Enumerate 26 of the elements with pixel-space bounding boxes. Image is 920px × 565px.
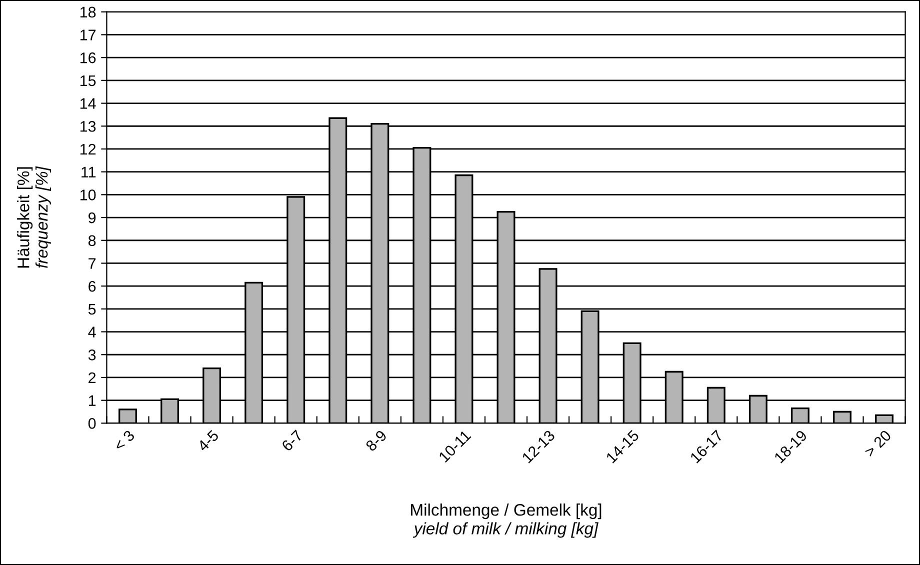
y-tick-label: 13 bbox=[80, 120, 96, 132]
y-tick-label: 11 bbox=[82, 166, 96, 178]
x-tick-label: < 3 bbox=[113, 430, 136, 452]
x-axis-title: Milchmenge / Gemelk [kg] yield of milk / milking [kg] bbox=[411, 504, 602, 538]
x-tick-label: 4-5 bbox=[196, 430, 220, 452]
y-tick-label: 10 bbox=[80, 190, 96, 200]
y-tick-label: 6 bbox=[88, 280, 96, 292]
y-tick-label: 0 bbox=[88, 418, 96, 429]
y-tick-label: 5 bbox=[88, 304, 96, 315]
y-tick-label: 8 bbox=[88, 235, 96, 246]
y-tick-label: 7 bbox=[88, 258, 96, 269]
y-tick-label: 18 bbox=[80, 6, 96, 18]
y-tick-label: 16 bbox=[80, 52, 96, 64]
x-tick-label: > 20 bbox=[864, 429, 892, 458]
y-tick-label: 9 bbox=[88, 212, 96, 224]
y-tick-label: 4 bbox=[88, 326, 96, 338]
y-axis-title: Häufigkeit [%] frequenzy [%] bbox=[17, 166, 52, 268]
x-tick-label: 6-7 bbox=[281, 430, 304, 452]
y-tick-label: 14 bbox=[80, 98, 96, 109]
y-tick-label: 17 bbox=[80, 30, 96, 40]
y-tick-label: 1 bbox=[88, 395, 96, 406]
y-tick-label: 12 bbox=[80, 144, 96, 155]
y-tick-label: 15 bbox=[80, 75, 96, 86]
y-tick-label: 2 bbox=[88, 372, 96, 384]
y-tick-label: 3 bbox=[88, 350, 96, 360]
x-tick-label: 8-9 bbox=[365, 430, 388, 452]
